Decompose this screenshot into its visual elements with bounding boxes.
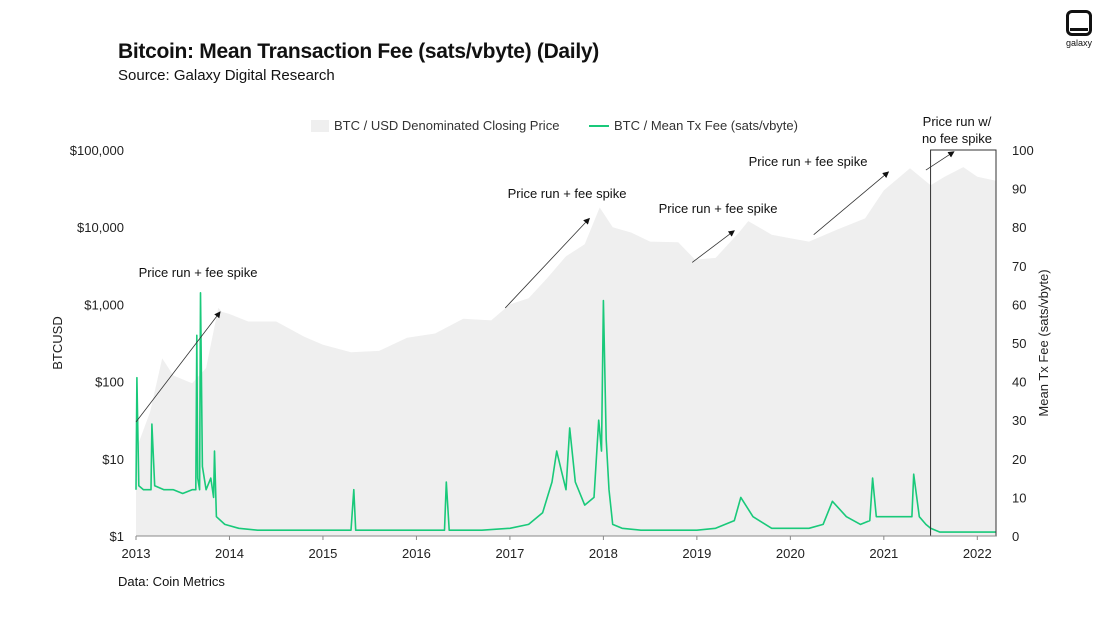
y-left-tick-label: $10,000 — [77, 220, 124, 235]
y-right-tick-label: 20 — [1012, 452, 1026, 467]
chart-title: Bitcoin: Mean Transaction Fee (sats/vbyt… — [118, 40, 599, 63]
annotation-arrow — [504, 217, 590, 309]
annotation-label: Price run + fee spike — [659, 201, 778, 216]
y-right-tick-label: 70 — [1012, 259, 1026, 274]
y-right-tick-label: 0 — [1012, 529, 1019, 544]
legend-price-label: BTC / USD Denominated Closing Price — [334, 118, 559, 133]
annotation-label: no fee spike — [922, 131, 992, 146]
y-left-tick-label: $100 — [95, 375, 124, 390]
annotations-layer: Price run + fee spike Price run + fee spi… — [135, 114, 992, 423]
y-right-tick-label: 10 — [1012, 490, 1026, 505]
x-tick-label: 2020 — [776, 546, 805, 561]
galaxy-logo: galaxy — [1062, 10, 1096, 48]
fee-line — [135, 292, 996, 533]
legend-price-swatch — [311, 120, 329, 132]
annotation-arrow — [135, 311, 221, 423]
galaxy-logo-text: galaxy — [1065, 38, 1092, 48]
axes-layer: 2013 2014 2015 2016 2017 2018 2019 2020 2021 2022… — [70, 143, 1034, 561]
x-tick-label: 2017 — [495, 546, 524, 561]
x-tick-label: 2016 — [402, 546, 431, 561]
y-right-tick-label: 90 — [1012, 182, 1026, 197]
x-tick-label: 2015 — [308, 546, 337, 561]
y-right-tick-label: 40 — [1012, 375, 1026, 390]
y-right-tick-label: 60 — [1012, 297, 1026, 312]
legend-fee-label: BTC / Mean Tx Fee (sats/vbyte) — [614, 118, 798, 133]
data-source-note: Data: Coin Metrics — [118, 574, 225, 589]
chart-subtitle: Source: Galaxy Digital Research — [118, 67, 335, 84]
annotation-label: Price run + fee spike — [139, 265, 258, 280]
x-tick-label: 2018 — [589, 546, 618, 561]
y-right-tick-label: 30 — [1012, 413, 1026, 428]
y-left-axis-label: BTCUSD — [50, 316, 65, 369]
annotation-arrow — [813, 171, 890, 235]
x-tick-label: 2013 — [122, 546, 151, 561]
x-tick-label: 2014 — [215, 546, 244, 561]
x-tick-label: 2019 — [682, 546, 711, 561]
annotation-label: Price run + fee spike — [749, 154, 868, 169]
y-left-tick-label: $1 — [110, 529, 124, 544]
x-tick-label: 2022 — [963, 546, 992, 561]
y-right-axis-label: Mean Tx Fee (sats/vbyte) — [1036, 269, 1051, 416]
annotation-arrow — [925, 151, 955, 171]
y-right-tick-label: 50 — [1012, 336, 1026, 351]
y-left-tick-label: $10 — [102, 452, 124, 467]
galaxy-logo-icon — [1066, 10, 1092, 36]
legend: BTC / USD Denominated Closing Price BTC … — [311, 118, 798, 133]
annotation-label: Price run + fee spike — [508, 186, 627, 201]
price-area-layer — [136, 167, 996, 536]
price-area — [136, 167, 996, 536]
annotation-arrow — [691, 230, 735, 263]
y-right-tick-label: 100 — [1012, 143, 1034, 158]
fee-line-layer — [135, 292, 996, 533]
y-left-tick-label: $100,000 — [70, 143, 124, 158]
x-tick-label: 2021 — [869, 546, 898, 561]
annotation-label: Price run w/ — [923, 114, 992, 129]
y-right-tick-label: 80 — [1012, 220, 1026, 235]
y-left-tick-label: $1,000 — [84, 297, 124, 312]
